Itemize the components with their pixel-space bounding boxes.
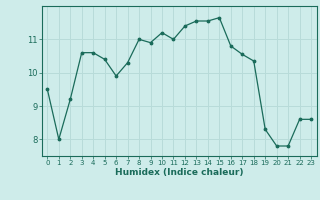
X-axis label: Humidex (Indice chaleur): Humidex (Indice chaleur) [115, 168, 244, 177]
